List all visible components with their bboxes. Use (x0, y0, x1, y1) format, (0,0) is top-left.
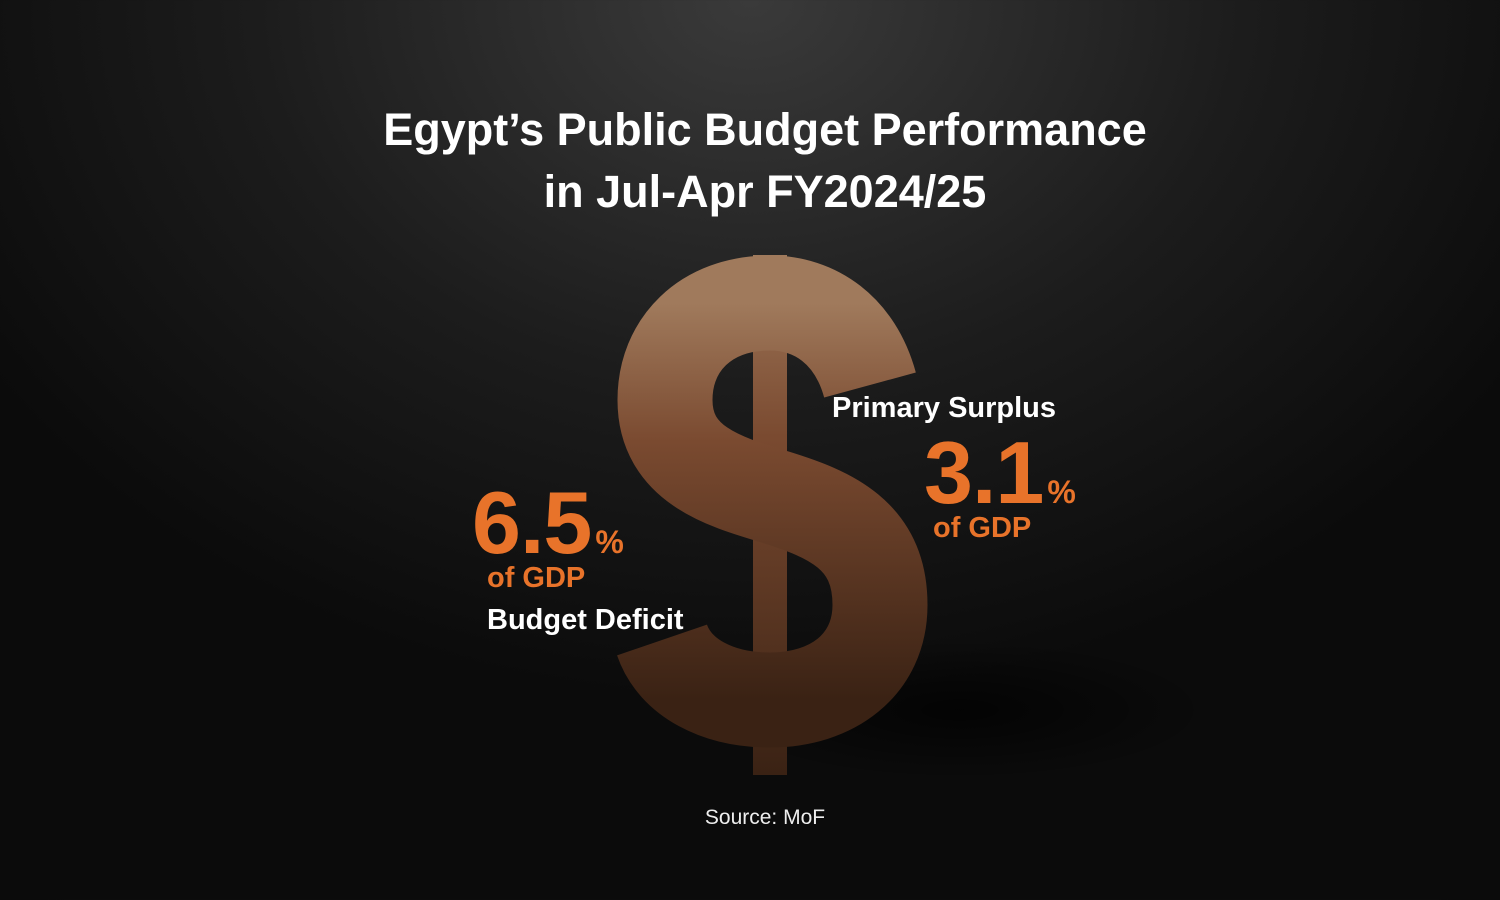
surplus-value: 3.1 (924, 423, 1044, 522)
dollar-s (617, 255, 928, 748)
deficit-label: Budget Deficit (487, 604, 684, 636)
deficit-figure: 6.5 % (472, 472, 624, 574)
deficit-unit: % (595, 524, 624, 560)
surplus-unit: % (1047, 474, 1076, 510)
source: Source: MoF (704, 806, 826, 829)
title-line: in Jul-Apr FY2024/25 (543, 166, 987, 217)
surplus-figure: 3.1 % (924, 422, 1076, 524)
title-line: Egypt’s Public Budget Performance (383, 104, 1147, 155)
surplus-basis: of GDP (933, 512, 1032, 544)
deficit-value: 6.5 (472, 473, 592, 572)
surplus-label: Primary Surplus (832, 392, 1057, 424)
deficit-basis: of GDP (487, 562, 586, 594)
